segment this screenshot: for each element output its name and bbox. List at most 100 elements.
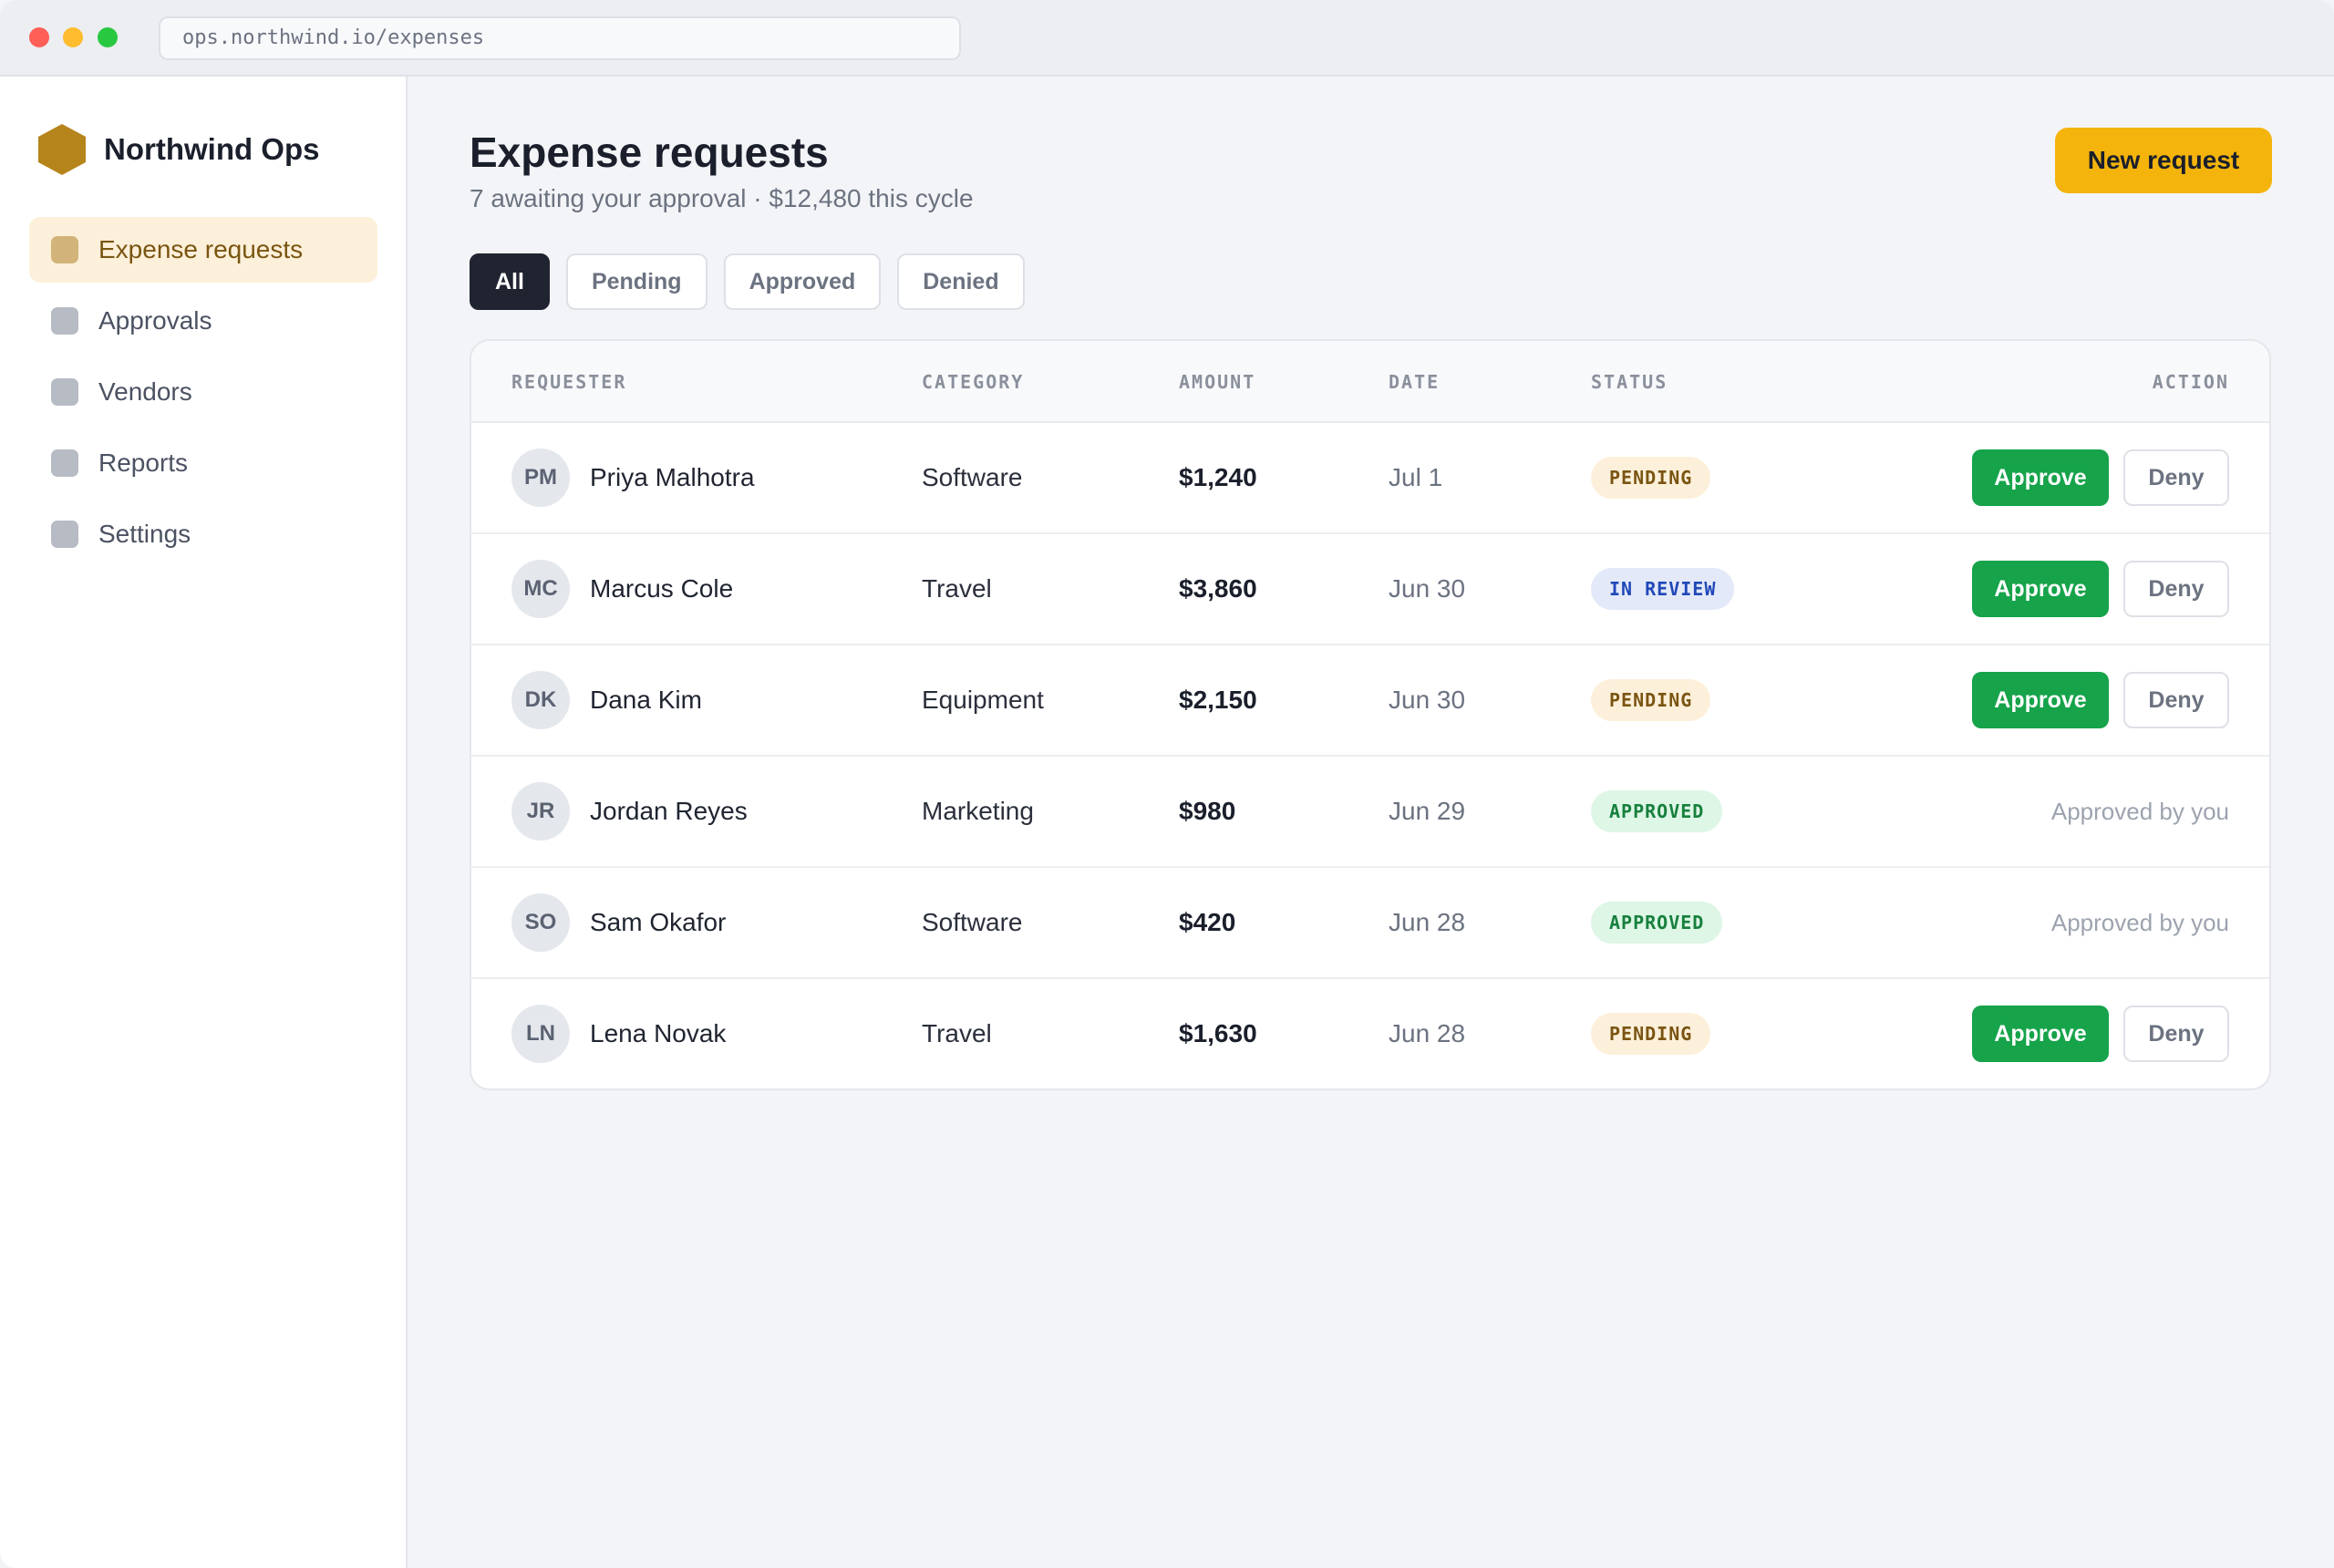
deny-button[interactable]: Deny bbox=[2123, 672, 2229, 728]
amount-value: $420 bbox=[1179, 908, 1236, 936]
table-row: LN Lena Novak Travel $1,630 Jun 28 PENDI… bbox=[471, 979, 2269, 1088]
date-cell: Jun 28 bbox=[1389, 868, 1465, 977]
status-badge: APPROVED bbox=[1591, 902, 1723, 944]
filter-approved[interactable]: Approved bbox=[723, 253, 882, 310]
deny-button[interactable]: Deny bbox=[2123, 449, 2229, 506]
maximize-window-dot[interactable] bbox=[98, 27, 118, 47]
amount-value: $1,630 bbox=[1179, 1019, 1257, 1047]
status-badge: PENDING bbox=[1591, 457, 1711, 499]
amount-value: $3,860 bbox=[1179, 574, 1257, 603]
new-request-button[interactable]: New request bbox=[2055, 128, 2272, 193]
date-cell: Jun 28 bbox=[1389, 979, 1465, 1088]
status-badge: PENDING bbox=[1591, 1013, 1711, 1055]
filter-denied[interactable]: Denied bbox=[897, 253, 1025, 310]
date-cell: Jul 1 bbox=[1389, 423, 1442, 532]
action-cell: Approve Deny bbox=[1972, 423, 2229, 532]
approved-note: Approved by you bbox=[2050, 797, 2229, 825]
category-cell: Software bbox=[922, 423, 1023, 532]
square-bullet-icon bbox=[51, 378, 78, 406]
requester-cell: SO Sam Okafor bbox=[511, 868, 726, 977]
avatar: MC bbox=[511, 560, 570, 618]
sidebar-item-settings[interactable]: Settings bbox=[29, 501, 377, 567]
table-row: JR Jordan Reyes Marketing $980 Jun 29 AP… bbox=[471, 757, 2269, 868]
close-window-dot[interactable] bbox=[29, 27, 49, 47]
action-cell: Approve Deny bbox=[1972, 534, 2229, 644]
date-value: Jun 28 bbox=[1389, 908, 1466, 936]
category-value: Equipment bbox=[922, 686, 1044, 714]
deny-button[interactable]: Deny bbox=[2123, 561, 2229, 617]
column-header-date[interactable]: DATE bbox=[1389, 371, 1441, 393]
approve-button[interactable]: Approve bbox=[1972, 672, 2109, 728]
column-header-status[interactable]: STATUS bbox=[1591, 371, 1668, 393]
amount-cell: $3,860 bbox=[1179, 534, 1257, 644]
action-cell: Approved by you bbox=[2051, 757, 2229, 866]
requester-name: Priya Malhotra bbox=[590, 463, 755, 491]
date-value: Jun 28 bbox=[1389, 1019, 1466, 1047]
deny-button[interactable]: Deny bbox=[2123, 1006, 2229, 1062]
avatar: SO bbox=[511, 893, 570, 952]
sidebar-item-approvals[interactable]: Approvals bbox=[29, 288, 377, 354]
category-value: Travel bbox=[922, 1019, 992, 1047]
sidebar-item-vendors[interactable]: Vendors bbox=[29, 359, 377, 425]
requester-name: Marcus Cole bbox=[590, 574, 734, 603]
amount-cell: $420 bbox=[1179, 868, 1235, 977]
sidebar-item-expense-requests[interactable]: Expense requests bbox=[29, 217, 377, 283]
sidebar: Northwind Ops Expense requests Approvals… bbox=[0, 77, 408, 1568]
date-value: Jun 30 bbox=[1389, 686, 1466, 714]
category-value: Travel bbox=[922, 574, 992, 603]
date-cell: Jun 30 bbox=[1389, 645, 1465, 755]
requester-name: Lena Novak bbox=[590, 1019, 727, 1047]
category-cell: Equipment bbox=[922, 645, 1044, 755]
requester-cell: LN Lena Novak bbox=[511, 979, 726, 1088]
approve-button[interactable]: Approve bbox=[1972, 561, 2109, 617]
avatar: LN bbox=[511, 1005, 570, 1063]
requester-cell: DK Dana Kim bbox=[511, 645, 702, 755]
column-header-action: ACTION bbox=[2152, 371, 2229, 393]
requester-cell: PM Priya Malhotra bbox=[511, 423, 755, 532]
url-bar[interactable]: ops.northwind.io/expenses bbox=[159, 16, 961, 60]
status-cell: PENDING bbox=[1591, 645, 1711, 755]
requester-name: Jordan Reyes bbox=[590, 797, 748, 825]
requester-cell: JR Jordan Reyes bbox=[511, 757, 748, 866]
column-header-requester[interactable]: REQUESTER bbox=[511, 371, 627, 393]
avatar: JR bbox=[511, 782, 570, 841]
filter-all[interactable]: All bbox=[470, 253, 550, 310]
category-value: Software bbox=[922, 908, 1023, 936]
main-content: Expense requests 7 awaiting your approva… bbox=[408, 77, 2334, 1568]
status-cell: APPROVED bbox=[1591, 757, 1723, 866]
category-value: Marketing bbox=[922, 797, 1034, 825]
sidebar-item-reports[interactable]: Reports bbox=[29, 430, 377, 496]
date-cell: Jun 29 bbox=[1389, 757, 1465, 866]
filter-pending[interactable]: Pending bbox=[565, 253, 707, 310]
amount-value: $980 bbox=[1179, 797, 1236, 825]
category-value: Software bbox=[922, 463, 1023, 491]
sidebar-item-label: Approvals bbox=[98, 306, 212, 335]
sidebar-item-label: Settings bbox=[98, 520, 191, 548]
status-cell: PENDING bbox=[1591, 979, 1711, 1088]
date-value: Jul 1 bbox=[1389, 463, 1443, 491]
page-title: Expense requests bbox=[470, 129, 829, 176]
brand: Northwind Ops bbox=[38, 120, 319, 179]
table-row: SO Sam Okafor Software $420 Jun 28 APPRO… bbox=[471, 868, 2269, 979]
amount-value: $2,150 bbox=[1179, 686, 1257, 714]
approve-button[interactable]: Approve bbox=[1972, 1006, 2109, 1062]
expense-table: REQUESTER CATEGORY AMOUNT DATE STATUS AC… bbox=[470, 339, 2271, 1090]
sidebar-item-label: Expense requests bbox=[98, 235, 304, 263]
approve-button[interactable]: Approve bbox=[1972, 449, 2109, 506]
status-badge: PENDING bbox=[1591, 679, 1711, 721]
approved-note: Approved by you bbox=[2050, 908, 2229, 936]
square-bullet-icon bbox=[51, 521, 78, 548]
column-header-category[interactable]: CATEGORY bbox=[922, 371, 1025, 393]
amount-value: $1,240 bbox=[1179, 463, 1257, 491]
sidebar-item-label: Vendors bbox=[98, 377, 192, 406]
minimize-window-dot[interactable] bbox=[63, 27, 83, 47]
status-badge: IN REVIEW bbox=[1591, 568, 1735, 610]
date-value: Jun 29 bbox=[1389, 797, 1466, 825]
column-header-amount[interactable]: AMOUNT bbox=[1179, 371, 1256, 393]
date-value: Jun 30 bbox=[1389, 574, 1466, 603]
avatar: DK bbox=[511, 671, 570, 729]
requester-name: Dana Kim bbox=[590, 686, 702, 714]
table-row: MC Marcus Cole Travel $3,860 Jun 30 IN R… bbox=[471, 534, 2269, 645]
avatar: PM bbox=[511, 449, 570, 507]
